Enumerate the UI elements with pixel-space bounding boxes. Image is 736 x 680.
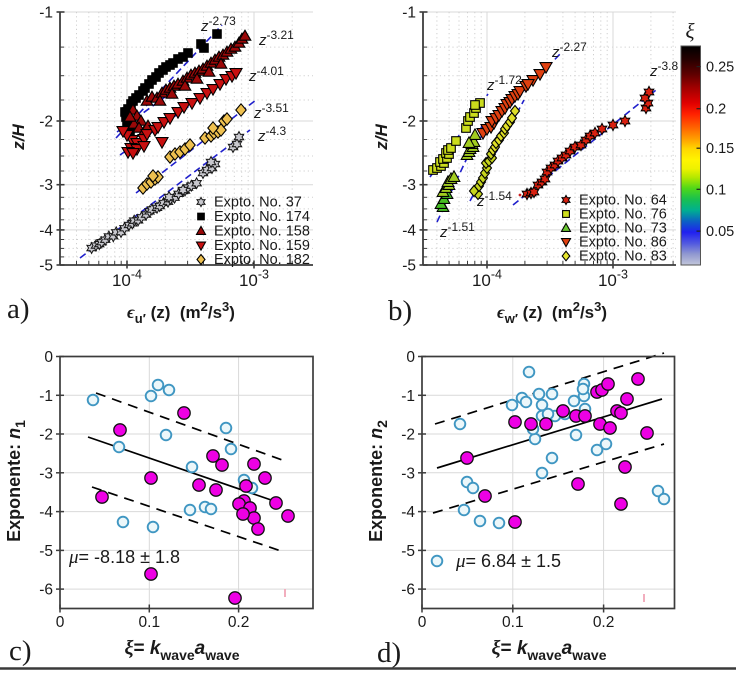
svg-text:-4: -4 bbox=[39, 504, 53, 521]
svg-text:Expto. No. 174: Expto. No. 174 bbox=[214, 209, 310, 225]
svg-text:-1: -1 bbox=[401, 388, 415, 405]
svg-text:-3: -3 bbox=[39, 177, 53, 194]
svg-text:Expto. No. 159: Expto. No. 159 bbox=[214, 238, 310, 254]
svg-text:c): c) bbox=[9, 635, 32, 667]
svg-text:0.05: 0.05 bbox=[706, 224, 734, 240]
svg-text:-4: -4 bbox=[402, 222, 416, 239]
svg-text:a): a) bbox=[7, 293, 30, 325]
svg-text:-4: -4 bbox=[401, 504, 415, 521]
svg-text:-5: -5 bbox=[401, 543, 415, 560]
svg-text:-3: -3 bbox=[402, 177, 416, 194]
svg-text:0.2: 0.2 bbox=[228, 614, 250, 631]
svg-text:Expto. No. 86: Expto. No. 86 bbox=[579, 235, 667, 251]
svg-text:Expto. No. 37: Expto. No. 37 bbox=[214, 195, 302, 211]
svg-text:0.2: 0.2 bbox=[593, 614, 615, 631]
svg-text:-5: -5 bbox=[39, 543, 53, 560]
svg-text:-1: -1 bbox=[39, 388, 53, 405]
svg-text:0: 0 bbox=[406, 349, 415, 366]
svg-text:-3: -3 bbox=[39, 465, 53, 482]
svg-text:d): d) bbox=[377, 637, 401, 669]
svg-text:0.1: 0.1 bbox=[502, 614, 524, 631]
svg-text:0.2: 0.2 bbox=[706, 102, 726, 118]
svg-text:-1: -1 bbox=[402, 5, 416, 22]
svg-text:0: 0 bbox=[56, 614, 65, 631]
svg-text:-5: -5 bbox=[402, 258, 416, 275]
svg-text:-6: -6 bbox=[401, 582, 415, 599]
svg-text:Expto. No. 64: Expto. No. 64 bbox=[579, 193, 667, 209]
svg-text:0.1: 0.1 bbox=[139, 614, 161, 631]
svg-text:-2: -2 bbox=[401, 427, 415, 444]
svg-text:-2: -2 bbox=[39, 427, 53, 444]
svg-text:Expto. No. 73: Expto. No. 73 bbox=[579, 221, 667, 237]
svg-text:0.1: 0.1 bbox=[706, 182, 726, 198]
svg-text:Expto. No. 83: Expto. No. 83 bbox=[579, 249, 667, 265]
svg-text:μ= 6.84 ± 1.5: μ= 6.84 ± 1.5 bbox=[455, 551, 561, 572]
svg-text:μ= -8.18 ± 1.8: μ= -8.18 ± 1.8 bbox=[68, 547, 180, 568]
svg-text:Expto. No. 182: Expto. No. 182 bbox=[214, 252, 310, 268]
svg-text:-3: -3 bbox=[401, 465, 415, 482]
svg-text:0: 0 bbox=[44, 349, 53, 366]
svg-text:0.25: 0.25 bbox=[706, 60, 734, 76]
svg-text:Expto. No. 158: Expto. No. 158 bbox=[214, 224, 310, 240]
svg-text:b): b) bbox=[388, 295, 412, 327]
svg-text:-5: -5 bbox=[39, 258, 53, 275]
svg-text:ϵw′ (z) (m2/s3): ϵw′ (z) (m2/s3) bbox=[497, 299, 607, 326]
svg-text:z/H: z/H bbox=[9, 124, 28, 151]
svg-text:-2: -2 bbox=[39, 114, 53, 131]
svg-text:0: 0 bbox=[418, 614, 427, 631]
svg-text:ϵu′ (z) (m2/s3): ϵu′ (z) (m2/s3) bbox=[127, 299, 235, 326]
svg-text:z/H: z/H bbox=[372, 124, 391, 151]
svg-text:0.15: 0.15 bbox=[706, 141, 734, 157]
svg-text:-6: -6 bbox=[39, 582, 53, 599]
svg-text:-2: -2 bbox=[402, 114, 416, 131]
svg-text:-4: -4 bbox=[39, 222, 53, 239]
svg-text:Expto. No. 76: Expto. No. 76 bbox=[579, 207, 667, 223]
svg-text:ξ: ξ bbox=[686, 19, 695, 43]
svg-text:-1: -1 bbox=[39, 5, 53, 22]
